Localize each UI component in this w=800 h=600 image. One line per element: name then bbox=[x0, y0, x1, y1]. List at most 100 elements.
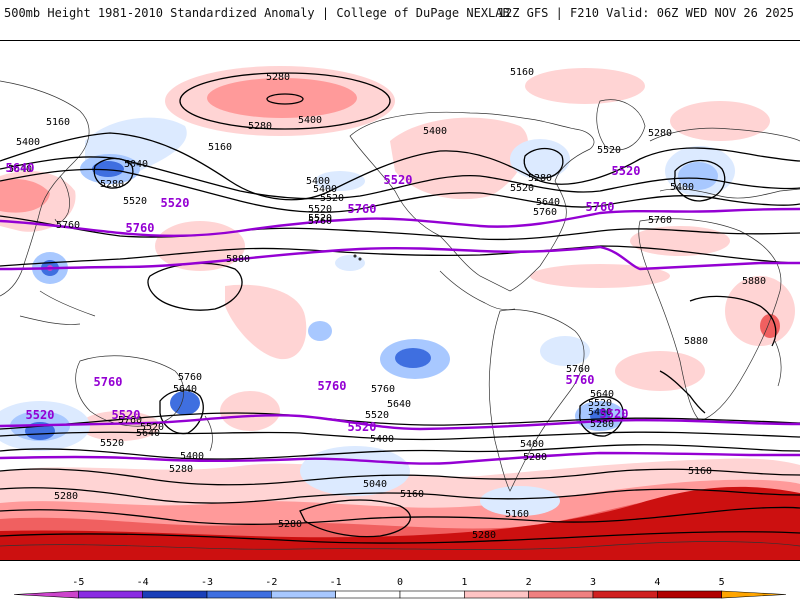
contour-5280-nh bbox=[0, 156, 800, 200]
contour-label: 5400 bbox=[370, 434, 394, 445]
colorbar-bin bbox=[657, 590, 722, 599]
asia-positive-2 bbox=[0, 179, 50, 213]
contour-label: 5880 bbox=[742, 276, 766, 287]
central-america bbox=[439, 270, 516, 311]
asia-coast bbox=[0, 80, 90, 297]
contour-label: 5160 bbox=[400, 489, 424, 500]
s-america-negative bbox=[540, 336, 590, 366]
colorbar-tick-label: -4 bbox=[137, 577, 149, 588]
colorbar-tick-label: -2 bbox=[265, 577, 277, 588]
colorbar-bin bbox=[13, 590, 79, 599]
greenland bbox=[596, 99, 646, 151]
model-valid-time: 12Z GFS | F210 Valid: 06Z WED NOV 26 202… bbox=[497, 6, 794, 20]
contour-5640-sh bbox=[0, 431, 800, 441]
highlight-contours bbox=[0, 207, 800, 465]
contour-label: 5400 bbox=[298, 115, 322, 126]
contour-label: 5880 bbox=[226, 254, 250, 265]
colorbar-tick-label: -1 bbox=[330, 577, 342, 588]
contour-label: 5160 bbox=[46, 117, 70, 128]
colorbar-tick-label: 3 bbox=[590, 577, 596, 588]
contour-label: 5160 bbox=[688, 466, 712, 477]
contour-label: 5760 bbox=[56, 220, 80, 231]
sw-pacific-positive bbox=[220, 391, 280, 431]
contour-label: 5760 bbox=[118, 415, 142, 426]
contour-label: 5040 bbox=[124, 159, 148, 170]
purple-5760-sh bbox=[0, 414, 800, 431]
contour-label: 5520 bbox=[100, 438, 124, 449]
contour-npac-low-inner bbox=[266, 93, 304, 105]
colorbar-tick-label: 0 bbox=[397, 577, 403, 588]
highlight-label: 5520 bbox=[112, 408, 141, 422]
indian-positive-2 bbox=[760, 314, 780, 338]
atlantic-positive bbox=[530, 264, 670, 288]
colorbar-bin bbox=[78, 590, 143, 599]
contour-label: 5520 bbox=[510, 183, 534, 194]
contour-label: 5160 bbox=[505, 509, 529, 520]
contour-5400-nh bbox=[0, 168, 800, 213]
colorbar-bin bbox=[206, 590, 272, 599]
contour-label: 5520 bbox=[320, 193, 344, 204]
contour-label: 5400 bbox=[588, 407, 612, 418]
contour-label: 5760 bbox=[371, 384, 395, 395]
contour-label: 5640 bbox=[590, 389, 614, 400]
contour-canada-low bbox=[523, 147, 564, 179]
contour-label: 5520 bbox=[140, 422, 164, 433]
highlight-label: 5760 bbox=[566, 373, 595, 387]
contour-5280-antarctic bbox=[0, 531, 800, 544]
contour-5280-sh bbox=[0, 487, 800, 504]
colorbar-bin bbox=[271, 590, 336, 599]
contour-5640-nh bbox=[0, 215, 800, 241]
canada-positive bbox=[390, 117, 529, 200]
colorbar-bin bbox=[335, 590, 401, 599]
colorbar-bins bbox=[13, 590, 787, 599]
contour-5520-sh bbox=[0, 444, 800, 460]
height-contours bbox=[0, 72, 800, 544]
contour-label: 5400 bbox=[16, 137, 40, 148]
antarctica-coast bbox=[0, 541, 800, 550]
contour-label: 5280 bbox=[472, 530, 496, 541]
contour-label: 5280 bbox=[648, 128, 672, 139]
contour-label: 5280 bbox=[278, 519, 302, 530]
contour-sa-low bbox=[579, 396, 624, 437]
tasman-negative bbox=[170, 391, 200, 415]
highlight-labels: 5640 5520 5760 5520 5760 5520 5760 5520 … bbox=[6, 161, 641, 434]
contour-label: 5760 bbox=[178, 372, 202, 383]
contour-label: 5400 bbox=[180, 451, 204, 462]
europe-coast bbox=[649, 127, 800, 199]
contour-5160-nh bbox=[0, 132, 800, 201]
highlight-label: 5520 bbox=[348, 420, 377, 434]
contour-label: 5760 bbox=[566, 364, 590, 375]
contour-label: 5520 bbox=[597, 145, 621, 156]
contour-label: 5520 bbox=[365, 410, 389, 421]
contour-label: 5160 bbox=[208, 142, 232, 153]
contour-label: 5280 bbox=[169, 464, 193, 475]
south-america-coast bbox=[488, 309, 585, 492]
colorbar-bin bbox=[464, 590, 529, 599]
highlight-label: 5520 bbox=[600, 407, 629, 421]
purple-5520-sh bbox=[0, 451, 800, 465]
europe-negative-2 bbox=[678, 162, 718, 190]
colorbar-bin bbox=[399, 590, 465, 599]
africa-coast bbox=[638, 218, 782, 422]
contour-label: 5160 bbox=[510, 67, 534, 78]
contour-label: 5520 bbox=[308, 213, 332, 224]
indonesia-coast bbox=[19, 290, 96, 325]
highlight-label: 5760 bbox=[348, 202, 377, 216]
arctic-positive bbox=[525, 68, 645, 104]
contour-label: 5880 bbox=[684, 336, 708, 347]
highlight-label: 5640 bbox=[6, 161, 35, 175]
south-ocean-negative bbox=[480, 486, 560, 516]
map-title: 500mb Height 1981-2010 Standardized Anom… bbox=[4, 6, 510, 20]
canada-negative bbox=[510, 139, 570, 179]
eastern-us-negative bbox=[315, 171, 365, 191]
colorbar-tick-label: 1 bbox=[461, 577, 467, 588]
purple-5520-nh bbox=[0, 207, 800, 237]
contour-label: 5280 bbox=[266, 72, 290, 83]
highlight-label: 5760 bbox=[126, 221, 155, 235]
eq-pacific-negative-2 bbox=[395, 348, 431, 368]
contour-label: 5640 bbox=[387, 399, 411, 410]
npac-positive-2 bbox=[207, 78, 357, 118]
contour-5880-africa bbox=[689, 295, 777, 347]
highlight-label: 5760 bbox=[94, 375, 123, 389]
highlight-label: 5520 bbox=[384, 173, 413, 187]
